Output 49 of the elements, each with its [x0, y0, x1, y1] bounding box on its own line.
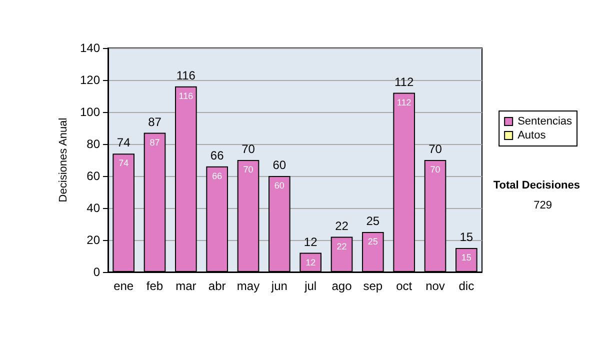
data-label: 70	[430, 164, 440, 174]
y-tick-label: 0	[93, 265, 100, 279]
x-tick-label: ene	[114, 279, 134, 293]
total-label: 70	[242, 142, 256, 156]
total-label: 66	[210, 148, 224, 162]
x-tick-label: mar	[176, 279, 196, 293]
data-label: 74	[118, 158, 129, 168]
total-label: 116	[176, 68, 196, 82]
data-label: 22	[336, 241, 347, 252]
text: Total Decisiones	[493, 180, 580, 192]
total-label: 60	[272, 158, 286, 172]
total-label: 15	[460, 230, 474, 244]
total-label: 112	[394, 74, 414, 89]
data-label: 70	[243, 164, 254, 174]
data-label: 87	[150, 137, 160, 148]
y-tick-label: 20	[86, 233, 100, 247]
data-label: 12	[306, 257, 316, 268]
legend-label: Autos	[518, 130, 546, 142]
x-tick-label: oct	[396, 279, 413, 293]
data-label: 112	[396, 97, 412, 108]
data-label: 66	[212, 170, 222, 181]
y-tick-label: 100	[80, 105, 100, 119]
y-tick-label: 40	[86, 201, 100, 215]
total-label: 12	[304, 234, 318, 249]
total-label: 22	[335, 218, 349, 233]
data-label: 60	[274, 180, 284, 190]
data-label: 116	[178, 90, 194, 101]
x-tick-label: sep	[363, 279, 383, 293]
x-tick-label: jul	[304, 279, 317, 293]
total-label: 87	[148, 114, 162, 129]
total-label: 70	[428, 142, 442, 156]
data-label: 15	[461, 252, 472, 262]
legend-label: Sentencias	[518, 116, 572, 128]
x-tick-label: ago	[332, 279, 352, 293]
x-tick-label: jun	[270, 279, 288, 293]
text: 729	[534, 200, 552, 212]
x-tick-label: feb	[146, 279, 164, 293]
x-tick-label: may	[236, 279, 260, 293]
x-tick-label: abr	[208, 279, 226, 293]
y-axis-title: Decisiones Anual	[58, 118, 70, 202]
x-tick-label: dic	[458, 279, 474, 293]
data-label: 25	[368, 236, 378, 246]
y-tick-label: 140	[80, 41, 100, 55]
x-tick-label: nov	[426, 279, 445, 293]
y-tick-label: 120	[80, 73, 100, 87]
y-tick-label: 60	[86, 169, 100, 183]
total-label: 74	[116, 136, 131, 150]
total-label: 25	[366, 214, 380, 228]
y-tick-label: 80	[86, 137, 100, 151]
